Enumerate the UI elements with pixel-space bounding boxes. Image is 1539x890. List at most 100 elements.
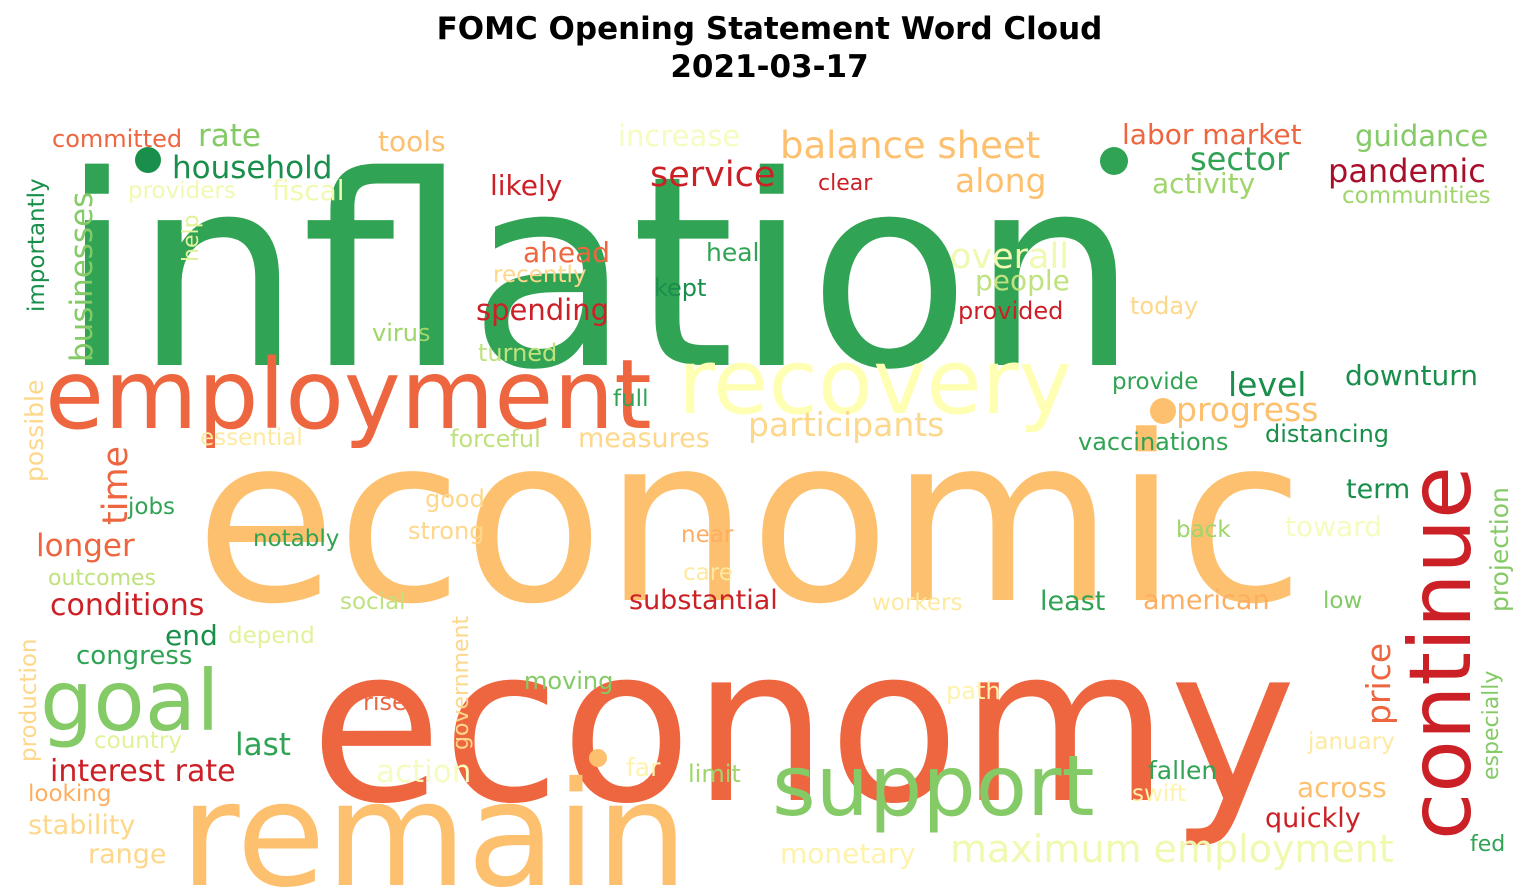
word-guidance: guidance: [1355, 119, 1488, 153]
word-economy: economy: [310, 600, 1297, 851]
word-labor-market: labor market: [1122, 118, 1302, 151]
word-vaccinations: vaccinations: [1078, 428, 1228, 456]
word-outcomes: outcomes: [48, 566, 156, 591]
word-health: health: [706, 238, 785, 267]
decor-dot: [589, 749, 607, 767]
word-social: social: [340, 589, 406, 615]
word-depend: depend: [228, 623, 315, 649]
word-pandemic: pandemic: [1328, 152, 1486, 190]
word-possible: possible: [20, 380, 49, 482]
word-support: support: [772, 737, 1095, 835]
word-inflation: inflation: [60, 120, 1139, 428]
word-good: good: [425, 485, 485, 513]
word-turned: turned: [478, 339, 557, 367]
word-communities: communities: [1342, 183, 1491, 209]
word-clear: clear: [818, 171, 873, 196]
word-substantial: substantial: [629, 585, 778, 616]
word-term: term: [1346, 474, 1410, 505]
word-interest-rate: interest rate: [50, 754, 236, 789]
word-especially: especially: [1479, 671, 1504, 780]
word-overall: overall: [950, 237, 1069, 277]
word-forceful: forceful: [450, 425, 541, 453]
word-businesses: businesses: [64, 192, 100, 362]
word-last: last: [235, 727, 291, 763]
word-spending: spending: [476, 293, 609, 327]
word-virus: virus: [372, 319, 430, 347]
word-production: production: [16, 638, 42, 762]
word-american: american: [1143, 585, 1270, 616]
word-recovery: recovery: [678, 330, 1072, 435]
word-participants: participants: [748, 405, 944, 444]
chart-title-block: FOMC Opening Statement Word Cloud 2021-0…: [0, 10, 1539, 86]
decor-dot: [1100, 147, 1128, 175]
word-providers: providers: [128, 178, 236, 204]
word-limit: limit: [688, 760, 741, 788]
word-importantly: importantly: [24, 178, 50, 312]
word-government: government: [449, 616, 474, 750]
word-far: far: [626, 753, 661, 782]
word-monetary: monetary: [780, 837, 916, 870]
word-range: range: [88, 839, 167, 870]
word-increase: increase: [618, 119, 740, 153]
word-service: service: [650, 155, 775, 195]
word-help: help: [179, 214, 204, 262]
word-jobs: jobs: [127, 494, 175, 520]
word-economic: economic: [195, 388, 1305, 655]
word-strong: strong: [408, 517, 484, 545]
word-essential: essential: [200, 425, 303, 451]
word-activity: activity: [1152, 167, 1255, 200]
word-january: january: [1307, 729, 1395, 755]
decor-dot: [1150, 398, 1176, 424]
word-time: time: [96, 446, 136, 525]
word-end: end: [165, 619, 218, 652]
word-progress: progress: [1176, 390, 1318, 429]
word-looking: looking: [28, 781, 111, 807]
word-maximum-employment: maximum employment: [950, 827, 1394, 871]
word-balance-sheet: balance sheet: [780, 124, 1040, 167]
word-tools: tools: [378, 125, 446, 158]
word-household: household: [172, 150, 332, 186]
word-fed: fed: [1470, 832, 1505, 857]
word-recently: recently: [493, 262, 587, 288]
word-stability: stability: [28, 810, 135, 841]
word-today: today: [1130, 292, 1198, 320]
word-toward: toward: [1285, 510, 1382, 543]
word-congress: congress: [76, 641, 192, 671]
word-provide: provide: [1112, 369, 1198, 395]
word-committed: committed: [52, 125, 182, 153]
word-fiscal: fiscal: [272, 174, 345, 207]
word-path: path: [946, 677, 1001, 705]
word-continue: continue: [1391, 466, 1491, 840]
word-measures: measures: [578, 423, 710, 454]
word-low: low: [1323, 588, 1362, 614]
word-kept: kept: [654, 274, 706, 302]
word-moving: moving: [524, 667, 613, 695]
word-full: full: [613, 386, 648, 412]
word-along: along: [955, 161, 1046, 200]
word-quickly: quickly: [1265, 803, 1361, 834]
word-level: level: [1228, 365, 1306, 404]
word-across: across: [1297, 771, 1387, 804]
word-fallen: fallen: [1148, 756, 1217, 785]
word-notably: notably: [253, 526, 339, 552]
word-remain: remain: [180, 751, 688, 890]
word-care: care: [683, 560, 733, 586]
word-goal: goal: [40, 652, 220, 750]
word-projection: projection: [1485, 487, 1514, 612]
word-likely: likely: [490, 169, 562, 202]
chart-subtitle: 2021-03-17: [670, 49, 869, 85]
word-sector: sector: [1190, 140, 1290, 178]
chart-title: FOMC Opening Statement Word Cloud: [436, 11, 1103, 47]
word-ahead: ahead: [523, 236, 610, 269]
word-downturn: downturn: [1345, 359, 1478, 392]
word-longer: longer: [36, 528, 135, 564]
word-distancing: distancing: [1265, 420, 1389, 448]
word-risen: risen: [363, 688, 422, 716]
word-action: action: [376, 754, 471, 790]
word-least: least: [1040, 586, 1105, 617]
word-workers: workers: [872, 590, 962, 616]
word-back: back: [1176, 517, 1231, 543]
word-people: people: [975, 264, 1070, 297]
decor-dot: [135, 147, 161, 173]
